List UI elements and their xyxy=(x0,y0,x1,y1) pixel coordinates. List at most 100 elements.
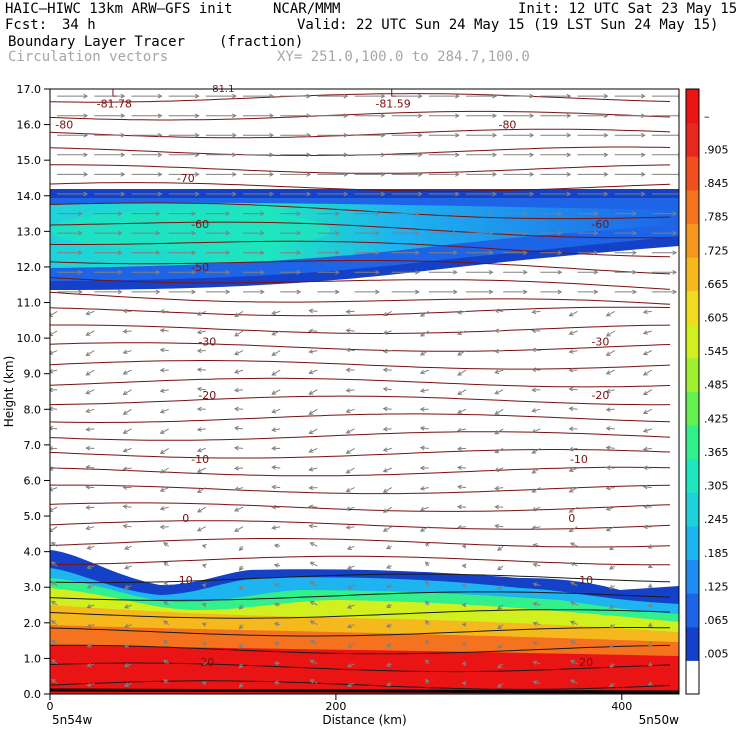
wind-vector xyxy=(243,250,265,256)
tracer-fill-layer xyxy=(50,89,679,694)
temperature-contour xyxy=(50,202,671,220)
wind-vector xyxy=(85,525,95,531)
wind-vector xyxy=(651,132,679,138)
wind-vector xyxy=(234,310,244,317)
wind-vector xyxy=(317,132,349,138)
temperature-contour xyxy=(50,466,671,477)
wind-vector xyxy=(86,623,95,629)
wind-vector xyxy=(609,663,615,668)
wind-vector xyxy=(531,408,541,413)
wind-vector xyxy=(540,191,572,197)
wind-vector xyxy=(466,172,498,177)
wind-vector xyxy=(122,349,132,355)
wind-vector xyxy=(196,348,206,354)
wind-vector xyxy=(532,680,541,685)
wind-vector xyxy=(419,526,430,532)
wind-vector xyxy=(605,526,615,532)
wind-vector xyxy=(391,132,423,138)
wind-vector xyxy=(391,152,423,158)
wind-vector xyxy=(614,93,646,99)
wind-vector xyxy=(425,659,430,665)
wind-vector xyxy=(308,485,318,491)
wind-vector xyxy=(273,661,281,666)
wind-vector xyxy=(280,172,312,177)
wind-vector xyxy=(163,600,169,606)
wind-vector xyxy=(354,289,380,295)
wind-vector xyxy=(651,172,679,177)
wind-vector xyxy=(122,485,132,490)
wind-vector xyxy=(243,211,265,216)
temperature-contour xyxy=(50,93,671,103)
wind-vector xyxy=(385,584,392,589)
wind-vector xyxy=(531,525,541,530)
wind-vector xyxy=(428,191,460,197)
wind-vector xyxy=(609,604,615,609)
wind-vector xyxy=(346,623,355,629)
wind-vector xyxy=(271,350,281,356)
wind-vector xyxy=(122,369,132,375)
wind-vector xyxy=(317,93,349,99)
wind-vector xyxy=(577,230,599,236)
wind-vector xyxy=(466,191,498,197)
contour-label: 10 xyxy=(579,574,593,587)
wind-vector xyxy=(159,447,169,454)
wind-vector xyxy=(609,565,615,570)
wind-vector xyxy=(345,309,355,314)
wind-vector xyxy=(94,152,126,158)
wind-vector xyxy=(569,562,578,567)
wind-vector xyxy=(205,250,231,256)
wind-vector xyxy=(50,620,58,626)
wind-vector xyxy=(280,113,312,119)
wind-vector xyxy=(345,506,355,511)
wind-vector xyxy=(540,152,572,158)
wind-vector xyxy=(647,583,653,588)
wind-vector xyxy=(234,330,244,337)
wind-vector xyxy=(308,428,318,435)
wind-vector xyxy=(456,465,467,471)
colorbar-label: .605 xyxy=(704,311,729,324)
wind-vector xyxy=(609,643,615,648)
temperature-contour xyxy=(50,377,671,388)
wind-vector xyxy=(382,487,392,493)
wind-vector xyxy=(568,487,578,493)
wind-vector xyxy=(163,542,170,547)
cross-section-endpoints: XY= 251.0,100.0 to 284.7,100.0 xyxy=(277,49,530,65)
wind-vector xyxy=(345,428,355,434)
wind-vector xyxy=(461,622,467,627)
wind-vector xyxy=(609,545,615,551)
temperature-contour xyxy=(50,609,671,619)
wind-vector xyxy=(346,604,355,609)
wind-vector xyxy=(382,386,392,392)
wind-vector xyxy=(428,250,458,256)
wind-vector xyxy=(196,447,206,453)
y-tick-label: 4.0 xyxy=(24,546,42,559)
wind-vector xyxy=(651,191,679,197)
colorbar-label: .845 xyxy=(704,177,729,190)
wind-vector xyxy=(497,624,504,630)
wind-vector xyxy=(346,584,355,590)
wind-vector xyxy=(308,369,318,375)
wind-vector xyxy=(494,447,504,454)
colorbar-label: .485 xyxy=(704,379,729,392)
colorbar-frame xyxy=(685,88,700,695)
colorbar-swatch xyxy=(686,223,699,258)
temperature-contours xyxy=(50,93,679,694)
wind-vector xyxy=(271,389,281,395)
wind-vector xyxy=(642,428,652,433)
wind-vector xyxy=(124,623,132,629)
low-marker: L xyxy=(390,89,396,100)
wind-vector xyxy=(642,446,652,452)
wind-vector xyxy=(122,428,132,434)
low-marker: L xyxy=(112,89,118,100)
wind-vector xyxy=(568,367,578,373)
wind-vector xyxy=(159,347,169,353)
wind-vector xyxy=(201,602,207,608)
wind-vector xyxy=(457,408,467,414)
wind-vector xyxy=(346,545,355,550)
wind-vector xyxy=(494,328,504,334)
wind-vector xyxy=(238,585,244,591)
wind-vector xyxy=(497,585,504,591)
wind-vector xyxy=(122,308,132,314)
wind-vector xyxy=(642,309,652,315)
wind-vector xyxy=(233,445,244,451)
